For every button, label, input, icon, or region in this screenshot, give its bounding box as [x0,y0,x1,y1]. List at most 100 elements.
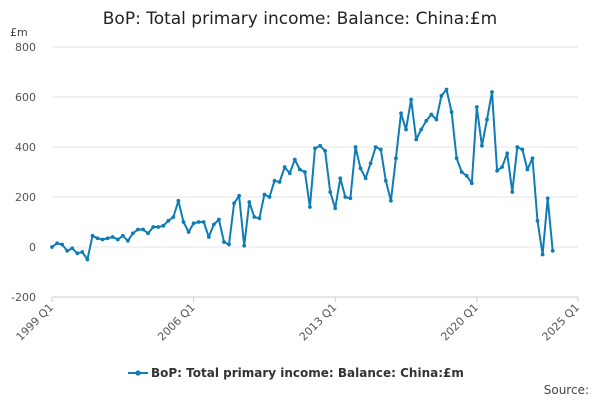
data-point[interactable] [166,218,171,223]
data-point[interactable] [313,146,317,151]
data-point[interactable] [85,257,90,262]
data-point[interactable] [95,236,100,241]
data-point[interactable] [510,190,515,194]
data-point[interactable] [495,168,499,173]
data-point[interactable] [80,250,85,254]
data-point[interactable] [383,178,388,183]
data-point[interactable] [267,195,272,199]
data-point[interactable] [409,97,413,102]
data-point[interactable] [232,201,237,206]
data-point[interactable] [328,190,333,194]
data-point[interactable] [105,236,110,241]
data-point[interactable] [257,216,262,221]
data-point[interactable] [75,251,80,256]
data-point[interactable] [146,231,151,236]
data-point[interactable] [55,241,59,246]
data-point[interactable] [196,220,201,224]
data-point[interactable] [490,90,494,94]
data-point[interactable] [161,223,166,228]
data-point[interactable] [201,220,206,224]
data-point[interactable] [464,173,469,178]
data-point[interactable] [227,242,231,247]
data-point[interactable] [338,176,343,181]
data-point[interactable] [449,110,454,114]
data-point[interactable] [211,222,216,227]
data-point[interactable] [333,206,338,211]
data-point[interactable] [343,195,348,199]
data-point[interactable] [419,127,424,132]
data-point[interactable] [247,200,252,204]
data-point[interactable] [60,242,64,247]
data-point[interactable] [399,111,403,116]
data-point[interactable] [378,147,383,152]
data-point[interactable] [525,167,530,172]
data-point[interactable] [176,198,181,203]
data-point[interactable] [171,215,176,219]
data-point[interactable] [373,145,378,149]
data-point[interactable] [151,225,156,229]
data-point[interactable] [131,231,135,236]
data-point[interactable] [439,93,444,98]
data-point[interactable] [444,87,449,92]
data-point[interactable] [500,165,504,169]
data-point[interactable] [115,237,120,242]
data-point[interactable] [136,227,140,232]
data-point[interactable] [141,227,145,232]
data-point[interactable] [535,218,540,223]
data-point[interactable] [545,196,550,201]
data-point[interactable] [70,246,75,251]
data-point[interactable] [50,245,54,249]
data-point[interactable] [414,137,419,142]
data-point[interactable] [272,178,277,183]
data-point[interactable] [389,198,393,203]
data-point[interactable] [287,171,292,176]
legend[interactable]: BoP: Total primary income: Balance: Chin… [128,366,464,380]
data-point[interactable] [353,145,358,149]
data-point[interactable] [404,127,408,132]
data-point[interactable] [323,148,327,153]
data-point[interactable] [237,193,242,198]
data-point[interactable] [282,165,287,169]
data-point[interactable] [429,112,434,117]
data-point[interactable] [110,235,115,239]
data-point[interactable] [308,205,312,209]
data-point[interactable] [277,180,282,184]
data-point[interactable] [297,167,302,172]
data-point[interactable] [368,161,373,166]
data-point[interactable] [100,237,105,242]
data-point[interactable] [262,192,267,197]
data-point[interactable] [485,117,489,122]
data-point[interactable] [126,238,130,243]
data-point[interactable] [156,225,161,229]
data-point[interactable] [515,145,520,149]
data-point[interactable] [191,221,196,226]
data-point[interactable] [459,170,464,174]
data-point[interactable] [186,230,191,234]
data-point[interactable] [434,117,439,122]
data-point[interactable] [454,156,459,161]
data-point[interactable] [520,147,525,152]
data-point[interactable] [530,156,535,161]
data-point[interactable] [217,217,221,222]
data-point[interactable] [424,118,429,123]
data-point[interactable] [348,196,353,201]
data-point[interactable] [550,248,555,253]
data-point[interactable] [292,157,297,162]
data-point[interactable] [505,151,510,156]
data-point[interactable] [480,143,484,148]
data-point[interactable] [90,233,95,238]
data-point[interactable] [222,240,226,244]
data-point[interactable] [394,156,398,161]
data-point[interactable] [358,166,363,171]
data-point[interactable] [363,176,368,181]
data-point[interactable] [206,235,211,239]
data-point[interactable] [540,252,545,257]
data-point[interactable] [474,105,479,109]
data-point[interactable] [242,243,247,248]
data-point[interactable] [65,248,70,253]
data-point[interactable] [303,170,307,174]
data-point[interactable] [120,233,125,238]
data-point[interactable] [469,181,474,186]
data-point[interactable] [181,220,186,224]
data-point[interactable] [252,215,257,219]
